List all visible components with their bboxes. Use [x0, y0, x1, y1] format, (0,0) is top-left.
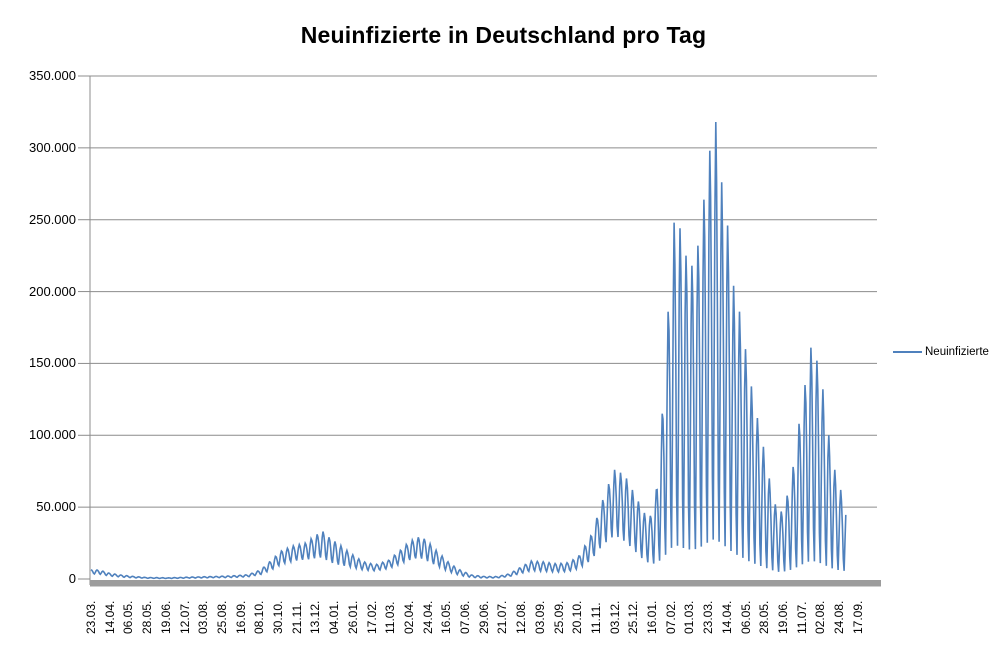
x-tick-label: 25.09.	[551, 600, 566, 634]
x-tick-label: 12.07.	[177, 600, 192, 634]
x-tick-label: 07.06.	[458, 600, 472, 634]
x-tick-label: 28.05.	[757, 600, 772, 634]
x-tick-label: 03.08.	[196, 600, 211, 634]
x-tick-label: 06.05.	[738, 600, 753, 634]
x-tick-label: 28.05.	[140, 600, 155, 634]
x-tick-label: 25.12.	[626, 600, 641, 634]
x-tick-label: 24.08.	[832, 600, 846, 634]
x-tick-label: 11.11.	[588, 602, 603, 634]
x-tick-label: 01.03.	[682, 600, 697, 634]
x-tick-label: 30.10.	[271, 600, 285, 634]
x-tick-label: 14.04.	[102, 600, 117, 634]
y-tick-label: 200.000	[29, 283, 76, 299]
x-tick-label: 12.08.	[514, 600, 529, 634]
x-tick-label: 17.02.	[364, 600, 379, 634]
x-tick-label: 24.04.	[420, 600, 435, 634]
x-tick-label: 19.06.	[158, 600, 173, 634]
x-tick-label: 25.08.	[214, 600, 229, 634]
y-tick-label: 100.000	[29, 427, 76, 443]
x-tick-label: 23.03.	[701, 600, 716, 634]
x-tick-label: 17.09.	[850, 600, 865, 634]
x-tick-label: 16.05.	[439, 600, 454, 634]
x-tick-label: 16.09.	[233, 600, 248, 634]
x-tick-label: 04.01.	[327, 600, 342, 634]
x-tick-label: 08.10.	[252, 600, 267, 634]
x-tick-label: 16.01.	[645, 600, 659, 634]
x-tick-label: 11.07.	[794, 601, 809, 634]
legend-label: Neuinfizierte	[925, 346, 989, 358]
x-tick-label: 21.07.	[495, 600, 510, 634]
x-tick-label: 03.12.	[607, 600, 622, 634]
legend: Neuinfizierte	[893, 346, 989, 358]
x-tick-label: 02.04.	[401, 600, 416, 634]
data-series-line	[90, 121, 847, 580]
x-tick-label: 03.09.	[532, 600, 547, 634]
y-tick-label: 350.000	[29, 68, 76, 83]
legend-line-sample	[893, 351, 922, 353]
x-tick-label: 20.10.	[570, 600, 585, 634]
x-tick-label: 02.08.	[813, 600, 828, 634]
y-tick-label: 50.000	[36, 499, 76, 515]
x-tick-label: 13.12.	[308, 600, 323, 634]
x-axis-bar	[90, 580, 881, 587]
y-tick-label: 300.000	[29, 139, 76, 155]
x-tick-label: 26.01.	[345, 600, 360, 634]
x-tick-label: 07.02.	[663, 600, 678, 634]
y-tick-label: 150.000	[29, 355, 76, 371]
x-tick-label: 14.04.	[719, 600, 734, 634]
y-tick-label: 0	[68, 571, 76, 586]
chart-title: Neuinfizierte in Deutschland pro Tag	[300, 22, 707, 48]
x-tick-label: 29.06.	[476, 600, 491, 634]
x-tick-label: 11.03.	[383, 601, 398, 634]
x-tick-label: 06.05.	[121, 600, 136, 634]
y-tick-label: 250.000	[29, 211, 76, 227]
x-tick-label: 23.03.	[84, 600, 98, 634]
x-tick-label: 21.11.	[289, 601, 304, 634]
x-tick-label: 19.06.	[775, 600, 790, 634]
